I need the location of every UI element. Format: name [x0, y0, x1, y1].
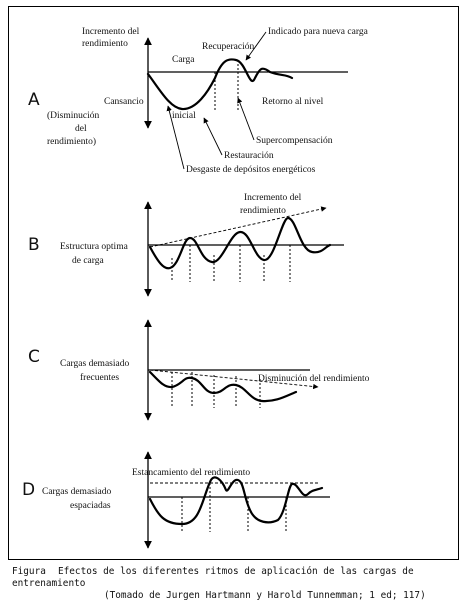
panel-c-cargas-line1: Cargas demasiado	[60, 359, 129, 369]
panel-a-leader-supercompensacion	[237, 97, 255, 141]
panel-a-leader-indicado	[245, 31, 267, 61]
panel-a-increment-line2: rendimiento	[82, 39, 128, 49]
panel-c-trend-arrow	[149, 369, 319, 390]
panel-b-incremento-line2: rendimiento	[240, 206, 286, 216]
panel-a-label-recuperacion: Recuperación	[202, 42, 254, 52]
panel-a-decrement-line3: rendimiento)	[47, 136, 96, 147]
figure-frame	[8, 6, 459, 560]
caption-line1: Efectos de los diferentes ritmos de apli…	[12, 566, 414, 589]
panel-d-estancamiento: Estancamiento del rendimiento	[132, 468, 250, 478]
panel-c-disminucion: Disminución del rendimiento	[258, 374, 370, 384]
panel-b-trend-arrow	[149, 206, 327, 248]
panel-c-cargas-line2: frecuentes	[80, 372, 119, 383]
panel-c: C Cargas demasiado frecuentes Disminució…	[28, 319, 370, 421]
panel-a-label-retorno: Retorno al nivel	[262, 97, 324, 107]
figure-caption: Figura Efectos de los diferentes ritmos d…	[12, 566, 464, 602]
panel-b: B Estructura optima de carga Incremento …	[28, 193, 344, 297]
panel-a-label-indicado: Indicado para nueva carga	[268, 27, 369, 37]
panel-a-decrement-line1: (Disminución	[47, 110, 99, 121]
panel-d-curve	[148, 476, 324, 526]
panel-c-letter: C	[28, 347, 40, 367]
panel-b-letter: B	[28, 235, 40, 255]
panel-a-label-restauracion: Restauración	[224, 151, 274, 161]
panel-b-curve	[148, 216, 332, 270]
panel-a: A Incremento del rendimiento Carga Recup…	[28, 27, 369, 175]
panel-a-decrement-line2: del	[75, 124, 87, 134]
panel-d-cargas-line2: espaciadas	[70, 501, 111, 511]
caption-line2: (Tomado de Jurgen Hartmann y Harold Tunn…	[104, 590, 426, 601]
panel-b-estructura-line2: de carga	[72, 256, 105, 266]
panel-a-label-supercompensacion: Supercompensación	[256, 136, 333, 146]
panel-a-label-carga: Carga	[172, 55, 195, 65]
panel-a-label-cansancio: Cansancio	[104, 97, 144, 107]
panel-b-incremento-line1: Incremento del	[244, 193, 302, 203]
panel-a-leader-desgaste	[166, 105, 185, 170]
panel-a-curve	[146, 58, 294, 111]
caption-lead: Figura	[12, 566, 46, 577]
panel-d: D Estancamiento del rendimiento Cargas d…	[22, 451, 330, 549]
panel-a-label-desgaste: Desgaste de depósitos energéticos	[186, 165, 316, 175]
panel-d-letter: D	[22, 480, 35, 500]
panel-d-cargas-line1: Cargas demasiado	[42, 487, 111, 497]
panel-b-estructura-line1: Estructura optima	[60, 242, 129, 252]
panel-a-leader-restauracion	[203, 117, 223, 156]
panel-a-letter: A	[28, 90, 40, 110]
panel-a-label-inicial: inicial	[172, 111, 196, 121]
panel-a-increment-line1: Incremento del	[82, 27, 140, 37]
